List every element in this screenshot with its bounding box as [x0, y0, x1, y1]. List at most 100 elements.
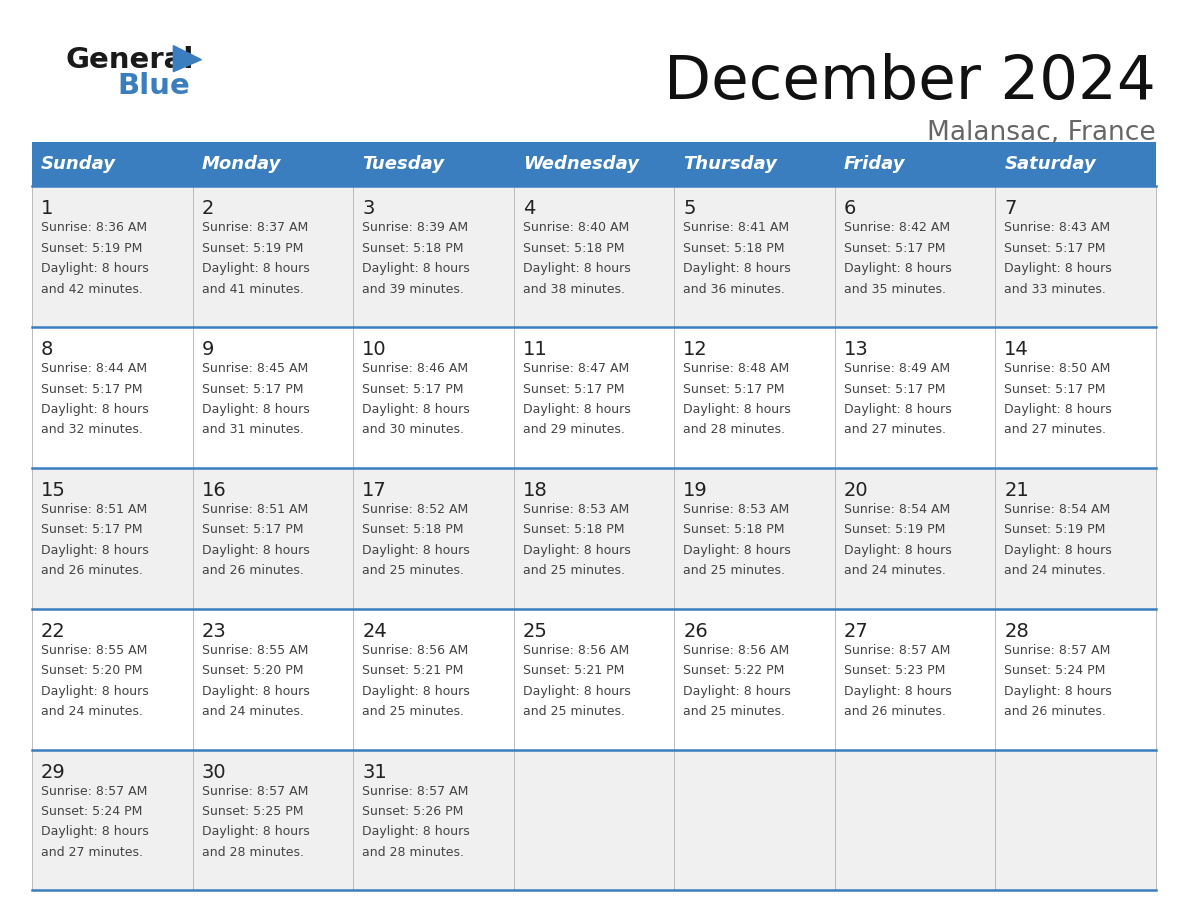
Text: Daylight: 8 hours: Daylight: 8 hours [843, 543, 952, 557]
Text: and 36 minutes.: and 36 minutes. [683, 283, 785, 296]
Text: Daylight: 8 hours: Daylight: 8 hours [1004, 543, 1112, 557]
Text: 23: 23 [202, 621, 227, 641]
Text: Sunrise: 8:57 AM: Sunrise: 8:57 AM [202, 785, 308, 798]
Text: Sunset: 5:17 PM: Sunset: 5:17 PM [202, 523, 303, 536]
Text: Daylight: 8 hours: Daylight: 8 hours [42, 403, 148, 416]
Text: Sunset: 5:18 PM: Sunset: 5:18 PM [683, 523, 785, 536]
Polygon shape [173, 46, 201, 72]
Text: and 28 minutes.: and 28 minutes. [362, 845, 465, 859]
Bar [835, 142, 996, 186]
Text: Sunrise: 8:39 AM: Sunrise: 8:39 AM [362, 221, 468, 234]
Text: Sunrise: 8:57 AM: Sunrise: 8:57 AM [42, 785, 147, 798]
Text: and 29 minutes.: and 29 minutes. [523, 423, 625, 436]
Text: Sunrise: 8:57 AM: Sunrise: 8:57 AM [843, 644, 950, 656]
Text: Sunset: 5:18 PM: Sunset: 5:18 PM [362, 523, 463, 536]
Text: and 26 minutes.: and 26 minutes. [1004, 705, 1106, 718]
Text: and 32 minutes.: and 32 minutes. [42, 423, 143, 436]
Text: Sunset: 5:17 PM: Sunset: 5:17 PM [42, 383, 143, 396]
Text: Daylight: 8 hours: Daylight: 8 hours [683, 403, 791, 416]
Text: and 27 minutes.: and 27 minutes. [1004, 423, 1106, 436]
Text: Sunrise: 8:57 AM: Sunrise: 8:57 AM [1004, 644, 1111, 656]
Text: Tuesday: Tuesday [362, 155, 444, 174]
Text: Daylight: 8 hours: Daylight: 8 hours [42, 543, 148, 557]
Text: Daylight: 8 hours: Daylight: 8 hours [42, 685, 148, 698]
Text: Sunrise: 8:41 AM: Sunrise: 8:41 AM [683, 221, 789, 234]
Bar [32, 609, 1156, 750]
Text: Sunrise: 8:44 AM: Sunrise: 8:44 AM [42, 363, 147, 375]
Text: Sunset: 5:19 PM: Sunset: 5:19 PM [1004, 523, 1106, 536]
Text: Sunrise: 8:42 AM: Sunrise: 8:42 AM [843, 221, 950, 234]
Text: and 27 minutes.: and 27 minutes. [843, 423, 946, 436]
Text: 20: 20 [843, 481, 868, 500]
Bar [32, 750, 1156, 890]
Text: Sunset: 5:18 PM: Sunset: 5:18 PM [362, 241, 463, 255]
Text: Sunrise: 8:51 AM: Sunrise: 8:51 AM [42, 503, 147, 516]
Text: Sunset: 5:21 PM: Sunset: 5:21 PM [523, 665, 624, 677]
Bar [675, 142, 835, 186]
Text: 7: 7 [1004, 199, 1017, 218]
Text: Daylight: 8 hours: Daylight: 8 hours [362, 263, 470, 275]
Text: Sunset: 5:19 PM: Sunset: 5:19 PM [202, 241, 303, 255]
Text: Sunrise: 8:36 AM: Sunrise: 8:36 AM [42, 221, 147, 234]
Bar [353, 142, 513, 186]
Text: 25: 25 [523, 621, 548, 641]
Text: and 39 minutes.: and 39 minutes. [362, 283, 465, 296]
Text: and 25 minutes.: and 25 minutes. [683, 705, 785, 718]
Text: and 42 minutes.: and 42 minutes. [42, 283, 143, 296]
Text: 27: 27 [843, 621, 868, 641]
Text: Sunset: 5:18 PM: Sunset: 5:18 PM [523, 241, 624, 255]
Text: Daylight: 8 hours: Daylight: 8 hours [362, 685, 470, 698]
Text: Sunrise: 8:40 AM: Sunrise: 8:40 AM [523, 221, 628, 234]
Text: 18: 18 [523, 481, 548, 500]
Text: Daylight: 8 hours: Daylight: 8 hours [523, 263, 631, 275]
Text: Sunday: Sunday [42, 155, 116, 174]
Text: and 26 minutes.: and 26 minutes. [42, 565, 143, 577]
Text: Sunset: 5:17 PM: Sunset: 5:17 PM [362, 383, 463, 396]
Text: 30: 30 [202, 763, 226, 781]
Text: Sunrise: 8:49 AM: Sunrise: 8:49 AM [843, 363, 950, 375]
Text: 22: 22 [42, 621, 65, 641]
Text: and 28 minutes.: and 28 minutes. [202, 845, 304, 859]
Text: Sunset: 5:17 PM: Sunset: 5:17 PM [42, 523, 143, 536]
Bar [32, 186, 1156, 327]
Text: and 27 minutes.: and 27 minutes. [42, 845, 143, 859]
Text: Sunrise: 8:56 AM: Sunrise: 8:56 AM [523, 644, 628, 656]
Text: Sunrise: 8:54 AM: Sunrise: 8:54 AM [1004, 503, 1111, 516]
Text: 5: 5 [683, 199, 696, 218]
Text: Sunset: 5:26 PM: Sunset: 5:26 PM [362, 805, 463, 818]
Text: 9: 9 [202, 341, 214, 359]
Text: Daylight: 8 hours: Daylight: 8 hours [523, 543, 631, 557]
Text: Daylight: 8 hours: Daylight: 8 hours [843, 403, 952, 416]
Text: Sunrise: 8:46 AM: Sunrise: 8:46 AM [362, 363, 468, 375]
Text: Sunset: 5:24 PM: Sunset: 5:24 PM [42, 805, 143, 818]
Text: Sunset: 5:21 PM: Sunset: 5:21 PM [362, 665, 463, 677]
Text: Sunset: 5:25 PM: Sunset: 5:25 PM [202, 805, 303, 818]
Bar [32, 327, 1156, 468]
Text: Sunrise: 8:56 AM: Sunrise: 8:56 AM [683, 644, 790, 656]
Text: 31: 31 [362, 763, 387, 781]
Text: Daylight: 8 hours: Daylight: 8 hours [202, 403, 309, 416]
Bar [32, 468, 1156, 609]
Text: Sunset: 5:20 PM: Sunset: 5:20 PM [42, 665, 143, 677]
Text: 1: 1 [42, 199, 53, 218]
Text: Daylight: 8 hours: Daylight: 8 hours [202, 263, 309, 275]
Text: Malansac, France: Malansac, France [928, 120, 1156, 146]
Text: Sunset: 5:18 PM: Sunset: 5:18 PM [683, 241, 785, 255]
Text: and 25 minutes.: and 25 minutes. [362, 565, 465, 577]
Text: Blue: Blue [118, 72, 190, 100]
Text: Daylight: 8 hours: Daylight: 8 hours [523, 685, 631, 698]
Text: Daylight: 8 hours: Daylight: 8 hours [202, 685, 309, 698]
Bar [32, 142, 192, 186]
Text: Daylight: 8 hours: Daylight: 8 hours [523, 403, 631, 416]
Text: Sunset: 5:24 PM: Sunset: 5:24 PM [1004, 665, 1106, 677]
Text: 10: 10 [362, 341, 387, 359]
Text: Sunrise: 8:45 AM: Sunrise: 8:45 AM [202, 363, 308, 375]
Text: and 26 minutes.: and 26 minutes. [843, 705, 946, 718]
Text: and 24 minutes.: and 24 minutes. [843, 565, 946, 577]
Text: Sunset: 5:17 PM: Sunset: 5:17 PM [683, 383, 785, 396]
Text: Friday: Friday [843, 155, 905, 174]
Text: Wednesday: Wednesday [523, 155, 639, 174]
Text: and 24 minutes.: and 24 minutes. [42, 705, 143, 718]
Text: Sunset: 5:22 PM: Sunset: 5:22 PM [683, 665, 784, 677]
Text: 29: 29 [42, 763, 65, 781]
